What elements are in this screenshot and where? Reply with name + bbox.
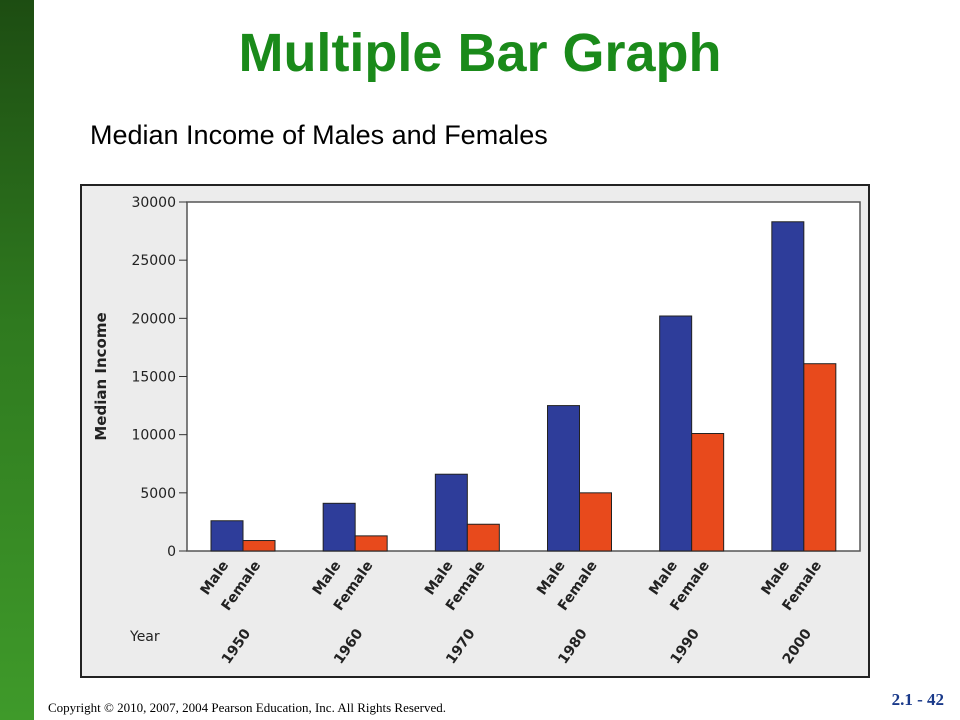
x-category-label: 2000 bbox=[780, 626, 816, 667]
bar-chart: 0 5000 10000 15000 20000 25000 30000 Median Inc… bbox=[92, 195, 861, 667]
bar-male-2000 bbox=[771, 221, 805, 552]
bar-male-1960 bbox=[322, 502, 356, 552]
y-tick-label: 25000 bbox=[131, 253, 176, 269]
bar-male-1980 bbox=[547, 405, 580, 552]
bar-male-1950 bbox=[210, 520, 244, 552]
bar-female-1960 bbox=[354, 535, 388, 552]
chart-frame: 0 5000 10000 15000 20000 25000 30000 Median Inc… bbox=[80, 184, 870, 678]
x-category-label: 1960 bbox=[331, 626, 367, 667]
x-category-label: 1990 bbox=[667, 626, 703, 667]
bar-female-1970 bbox=[466, 523, 500, 552]
y-tick-label: 30000 bbox=[131, 195, 176, 211]
y-tick-label: 15000 bbox=[131, 370, 176, 386]
copyright-notice: Copyright © 2010, 2007, 2004 Pearson Edu… bbox=[48, 700, 447, 715]
bar-female-2000 bbox=[803, 363, 837, 552]
plot-area bbox=[186, 201, 861, 552]
x-category-label: 1970 bbox=[443, 626, 479, 667]
bar-female-1950 bbox=[242, 540, 276, 552]
x-category-label: 1950 bbox=[219, 626, 255, 667]
slide-number: 2.1 - 42 bbox=[891, 690, 944, 709]
y-axis-label: Median Income bbox=[92, 312, 110, 440]
x-axis-label: Year bbox=[129, 629, 160, 645]
slide-title: Multiple Bar Graph bbox=[238, 23, 722, 83]
y-tick-label: 20000 bbox=[131, 311, 176, 327]
y-tick-label: 0 bbox=[167, 544, 176, 560]
y-tick-label: 10000 bbox=[131, 428, 176, 444]
x-category-label: 1980 bbox=[555, 626, 591, 667]
bar-female-1990 bbox=[691, 433, 725, 552]
bar-male-1990 bbox=[659, 315, 693, 552]
chart-title: Median Income of Males and Females bbox=[90, 120, 548, 150]
y-tick-label: 5000 bbox=[140, 486, 176, 502]
green-sidebar bbox=[0, 0, 34, 720]
bar-female-1980 bbox=[579, 492, 612, 552]
bar-male-1970 bbox=[434, 473, 468, 552]
